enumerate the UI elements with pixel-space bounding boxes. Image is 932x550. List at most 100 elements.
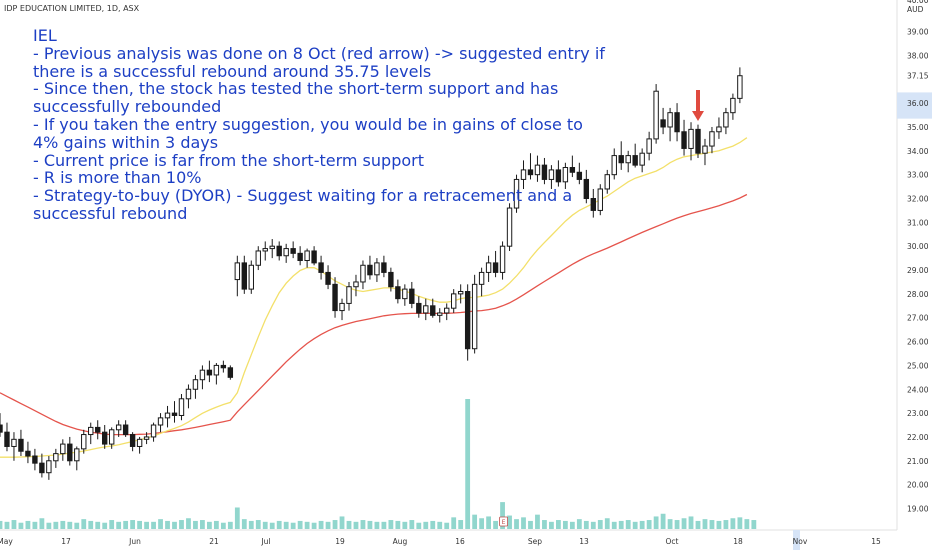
volume-bar (674, 520, 680, 529)
candle-body-down (290, 248, 296, 254)
candle (513, 174, 520, 213)
volume-bar (165, 520, 170, 529)
time-tick-label: 16 (455, 537, 465, 546)
candle (548, 165, 555, 189)
volume-bar (339, 516, 345, 529)
candle (39, 453, 45, 478)
volume-bar (325, 521, 331, 529)
red-arrow-icon (692, 111, 704, 121)
candle-body-down (492, 262, 499, 273)
price-tick-label: 24.00 (907, 385, 929, 394)
candle-body-down (618, 155, 624, 164)
volume-bar (402, 521, 408, 529)
note-line: - If you taken the entry suggestion, you… (33, 114, 583, 134)
candle-body-down (18, 438, 24, 452)
candle (520, 160, 527, 189)
price-tick-label: 35.00 (907, 123, 929, 132)
volume-bar (751, 520, 757, 529)
note-line: successfully rebounded (33, 97, 222, 117)
candle-body-up (513, 178, 520, 209)
candle-body-up (262, 248, 268, 252)
time-tick-label: Oct (666, 537, 679, 546)
candle (0, 413, 3, 437)
candle-body-down (102, 431, 108, 445)
candle (702, 138, 708, 166)
candle (632, 143, 638, 168)
price-tick-label: 39.00 (907, 28, 929, 37)
candle-body-down (381, 262, 387, 273)
candle (618, 141, 624, 170)
candle-body-up (81, 434, 87, 450)
candle-body-up (451, 293, 457, 309)
price-tick-label: 32.00 (907, 195, 929, 204)
price-tick-label: 37.15 (907, 72, 929, 81)
volume-bar (255, 520, 261, 529)
candle (241, 255, 248, 294)
candle-body-down (241, 262, 248, 290)
volume-bar (646, 520, 652, 529)
volume-bar (241, 519, 247, 529)
volume-bar (311, 522, 317, 529)
candle-body-up (471, 283, 478, 350)
volume-bar (193, 520, 198, 529)
candle-body-up (374, 262, 380, 276)
candle (311, 246, 317, 266)
time-tick-label: 17 (61, 537, 71, 546)
candle (430, 298, 436, 318)
candle (716, 117, 722, 139)
volume-bar (234, 507, 240, 529)
volume-bar (472, 514, 478, 529)
candle-body-up (46, 460, 52, 474)
time-axis[interactable]: May 17 Jun 21 Jul 19 Aug 16 Sep 13 Oct 18 Nov 15 (0, 529, 897, 550)
candle (730, 93, 736, 120)
volume-bar (200, 520, 205, 529)
candle-body-down (276, 245, 282, 257)
candle-body-up (164, 412, 171, 419)
volume-bar (207, 521, 212, 529)
volume-bar (367, 520, 373, 529)
volume-bar (46, 522, 52, 529)
volume-bar (102, 522, 108, 529)
volume-bar (39, 518, 45, 529)
candle (402, 284, 408, 306)
volume-bar (528, 520, 533, 529)
candle-body-up (74, 448, 80, 462)
candle-body-up (255, 250, 261, 266)
candle (4, 422, 10, 452)
price-axis[interactable]: 40.00 39.00 38.00 37.15 36.00 35.00 34.00 33.00… (896, 0, 932, 530)
candle (667, 107, 673, 142)
volume-bar (597, 520, 603, 529)
note-line: there is a successful rebound around 35.… (33, 61, 432, 81)
candle (81, 429, 87, 454)
annotations: E (499, 90, 704, 527)
volume-bars (0, 399, 757, 529)
candle-body-down (632, 155, 638, 166)
candle-body-down (129, 434, 136, 447)
candle-body-up (88, 426, 94, 436)
candle-body-up (653, 90, 659, 140)
candle (192, 374, 199, 399)
candle-body-up (234, 262, 241, 281)
volume-bar (116, 521, 122, 529)
volume-bar (507, 515, 512, 529)
volume-bar (437, 521, 443, 529)
volume-bar (262, 521, 268, 529)
earnings-marker-icon[interactable] (499, 516, 508, 527)
candle-body-down (576, 171, 583, 180)
candle-body-up (360, 264, 366, 283)
volume-bar (4, 521, 10, 529)
time-tick-label: Aug (393, 537, 408, 546)
volume-bar (318, 520, 324, 529)
volume-bar (709, 520, 715, 529)
volume-bar (283, 521, 289, 529)
volume-bar (556, 520, 561, 529)
candle-body-up (625, 155, 631, 164)
price-tick-label: 31.00 (907, 218, 929, 227)
candle (297, 246, 303, 266)
candle (157, 413, 164, 433)
volume-bar (521, 517, 526, 529)
candle-body-up (339, 302, 345, 312)
candle-body-up (478, 271, 485, 285)
candle-body-down (695, 128, 701, 154)
